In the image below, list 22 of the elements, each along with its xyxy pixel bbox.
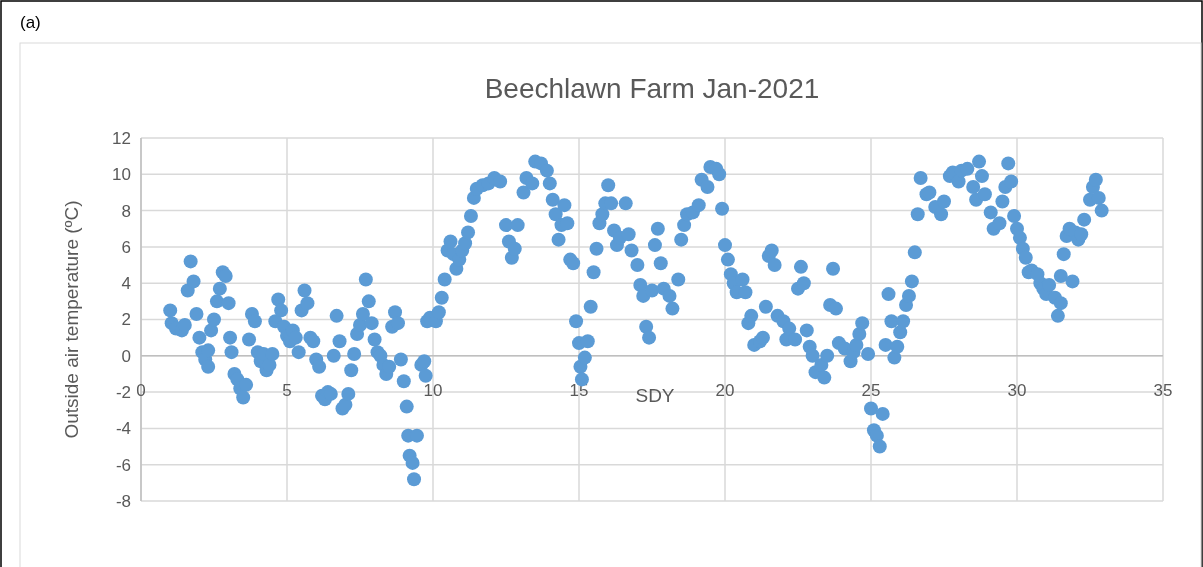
- x-tick-label: 5: [282, 380, 292, 400]
- y-tick-label: 10: [112, 165, 131, 185]
- x-tick-label: 30: [1007, 380, 1027, 400]
- x-tick-label: 0: [136, 380, 146, 400]
- y-tick-label: -4: [115, 419, 131, 439]
- x-tick-label: 35: [1153, 380, 1173, 400]
- text: (a): [20, 13, 41, 32]
- y-tick-label: -8: [115, 491, 131, 511]
- y-tick-label: 6: [121, 237, 131, 257]
- x-tick-label: 10: [423, 380, 443, 400]
- y-tick-label: 2: [121, 310, 131, 330]
- y-tick-label: -2: [115, 383, 131, 403]
- x-tick-label: 20: [715, 380, 735, 400]
- y-tick-label: 0: [121, 346, 131, 366]
- y-axis-title: Outside air temperature (ºC): [61, 200, 82, 439]
- y-tick-label: -6: [115, 455, 131, 475]
- y-tick-label: 8: [121, 201, 131, 221]
- y-tick-label: 12: [112, 128, 131, 148]
- x-tick-label: 25: [861, 380, 881, 400]
- chart-title: Beechlawn Farm Jan-2021: [484, 73, 820, 104]
- y-tick-label: 4: [121, 274, 131, 294]
- x-axis-title: SDY: [635, 384, 675, 406]
